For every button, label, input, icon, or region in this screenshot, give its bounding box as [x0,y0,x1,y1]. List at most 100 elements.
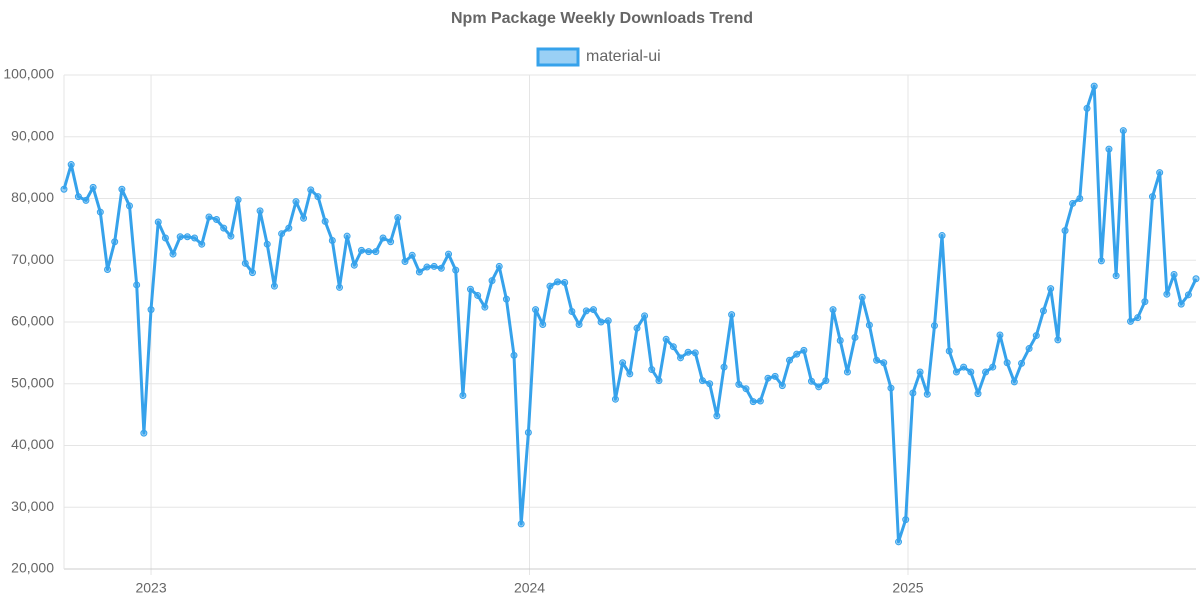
point [387,238,395,246]
point [183,233,191,241]
point [1032,332,1040,340]
point [1039,307,1047,315]
point [1156,169,1164,177]
point [1010,378,1018,386]
point [771,372,779,380]
point [248,269,256,277]
point [198,240,206,248]
x-tick-label: 2023 [135,580,166,596]
point [836,337,844,345]
point [829,306,837,314]
point [1025,345,1033,353]
point [952,368,960,376]
point [408,251,416,259]
point [133,281,141,289]
point [575,320,583,328]
point [982,368,990,376]
point [807,377,815,385]
point [96,208,104,216]
point [597,318,605,326]
point [909,389,917,397]
point [938,232,946,240]
point [691,349,699,357]
point [1090,82,1098,90]
point [343,232,351,240]
point [800,346,808,354]
y-tick-label: 100,000 [3,66,54,82]
point [1119,127,1127,135]
point [989,363,997,371]
point [568,308,576,316]
y-tick-label: 70,000 [11,251,54,267]
point [1148,193,1156,201]
y-tick-label: 50,000 [11,374,54,390]
point [118,185,126,193]
point [227,232,235,240]
point [524,429,532,437]
point [1018,359,1026,367]
point [648,366,656,374]
legend-label: material-ui [586,48,661,65]
point [698,377,706,385]
point [488,277,496,285]
point [706,380,714,388]
point [1163,290,1171,298]
point [125,202,133,210]
point [140,429,148,437]
point [1177,300,1185,308]
point [967,368,975,376]
point [336,283,344,291]
point [1141,298,1149,306]
point [1184,291,1192,299]
point [445,250,453,258]
point [60,185,68,193]
point [793,350,801,358]
point [300,214,308,222]
point [532,306,540,314]
point [466,285,474,293]
point [241,259,249,267]
point [684,348,692,356]
point [1061,227,1069,235]
point [923,390,931,398]
point [270,282,278,290]
point [858,293,866,301]
point [1097,257,1105,265]
point [611,395,619,403]
point [285,224,293,232]
point [996,331,1004,339]
y-tick-label: 20,000 [11,560,54,576]
point [495,262,503,270]
point [220,224,228,232]
point [350,261,358,269]
point [89,183,97,191]
point [510,351,518,359]
point [474,291,482,299]
point [234,196,242,204]
point [865,321,873,329]
point [778,382,786,390]
legend-swatch [536,47,580,67]
point [423,263,431,271]
point [176,233,184,241]
y-tick-label: 30,000 [11,498,54,514]
point [278,230,286,238]
point [213,215,221,223]
point [169,250,177,258]
point [191,234,199,242]
point [401,257,409,265]
point [111,238,119,246]
point [815,383,823,391]
point [561,278,569,286]
point [539,320,547,328]
point [415,268,423,276]
y-tick-label: 40,000 [11,436,54,452]
point [1105,145,1113,153]
point [154,218,162,226]
line [62,84,1198,544]
point [430,262,438,270]
point [843,368,851,376]
point [379,234,387,242]
point [582,307,590,315]
